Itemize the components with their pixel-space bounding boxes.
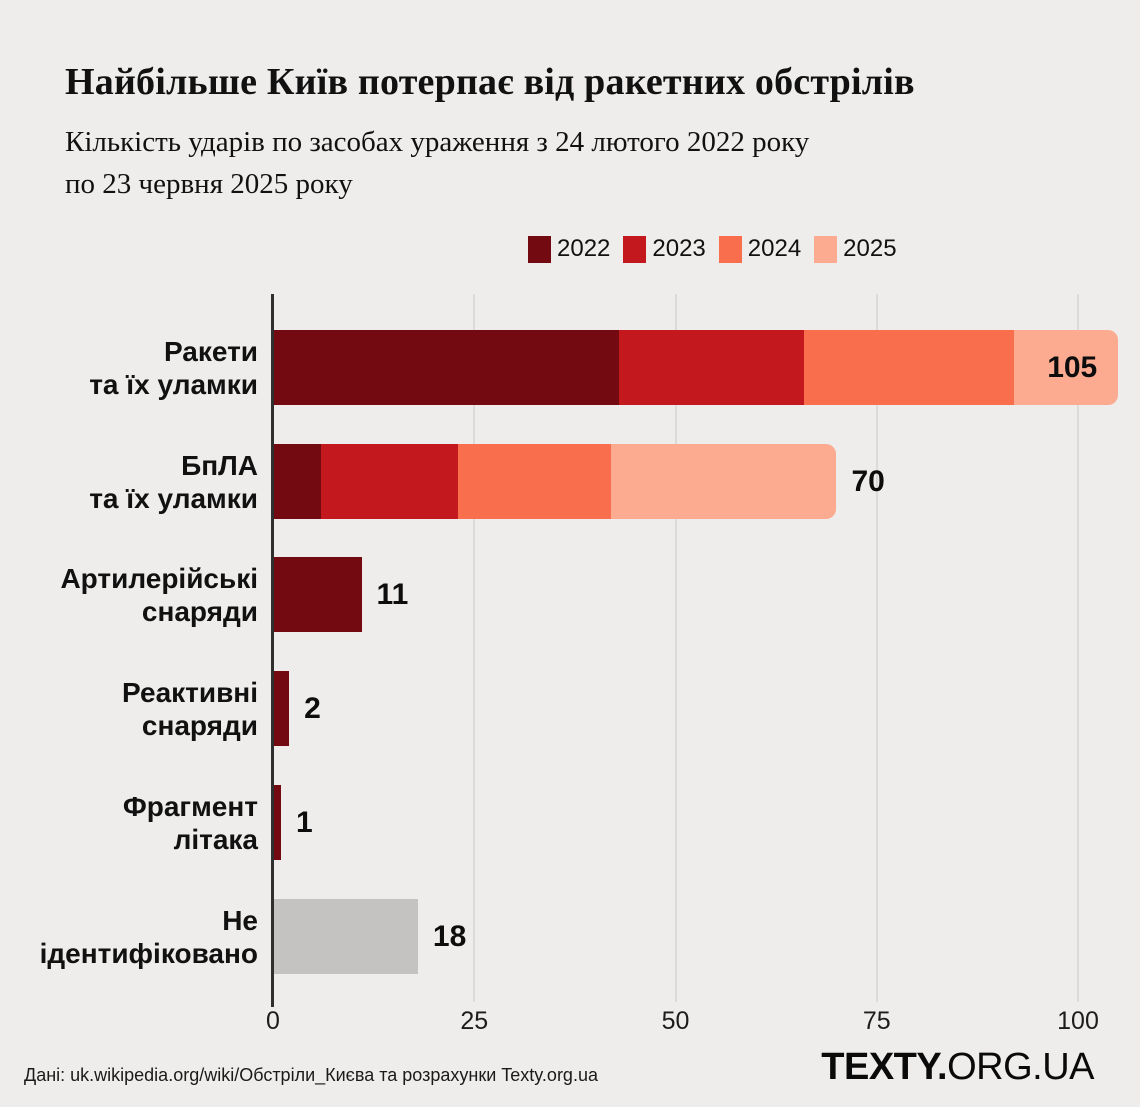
chart-subtitle-line-2: по 23 червня 2025 року xyxy=(65,168,353,201)
legend: 2022 2023 2024 2025 xyxy=(528,235,897,263)
x-tick-label-25: 25 xyxy=(460,1007,489,1035)
texty-logo-light: ORG.UA xyxy=(947,1046,1094,1088)
legend-label: 2025 xyxy=(843,235,897,262)
category-label-3: Реактивні снаряди xyxy=(122,676,258,741)
value-label-4: 1 xyxy=(296,805,313,839)
y-axis-line xyxy=(271,294,274,1007)
legend-swatch-2023 xyxy=(623,235,647,263)
bar-segment-2023 xyxy=(321,444,459,519)
gridline-50 xyxy=(674,294,677,1002)
bar-segment-2024 xyxy=(458,444,612,519)
gridline-100 xyxy=(1077,294,1079,1002)
value-label-2: 11 xyxy=(376,577,409,611)
category-label-4: Фрагмент літака xyxy=(122,790,258,855)
chart-subtitle-line-1: Кількість ударів по засобах ураження з 2… xyxy=(65,126,810,158)
category-label-2: Артилерійські снаряди xyxy=(60,562,258,627)
category-label-0: Ракети та їх уламки xyxy=(89,335,258,400)
legend-item-2025: 2025 xyxy=(814,235,897,263)
legend-label: 2022 xyxy=(557,235,611,262)
category-label-5: Не ідентифіковано xyxy=(39,904,258,969)
bar-segment-2022 xyxy=(273,330,620,405)
bar-segment-2022 xyxy=(273,444,322,519)
legend-item-2024: 2024 xyxy=(718,235,802,263)
gridline-25 xyxy=(473,294,476,1002)
x-tick-label-0: 0 xyxy=(266,1007,280,1035)
legend-item-2022: 2022 xyxy=(528,235,610,263)
gridline-75 xyxy=(875,294,878,1002)
chart-subtitle: Кількість ударів по засобах ураження з 2… xyxy=(65,121,809,205)
legend-label: 2024 xyxy=(747,235,802,262)
texty-logo-bold: TEXTY. xyxy=(821,1046,948,1088)
legend-swatch-2024 xyxy=(718,235,742,263)
value-label-0: 105 xyxy=(1047,350,1098,384)
legend-item-2023: 2023 xyxy=(623,235,706,263)
chart-title: Найбільше Київ потерпає від ракетних обс… xyxy=(65,61,915,103)
texty-logo: TEXTY.ORG.UA xyxy=(821,1046,1094,1089)
bar-segment-2022 xyxy=(273,557,362,632)
bar-segment-2025 xyxy=(1013,330,1119,405)
bar-segment-2022 xyxy=(273,671,290,746)
legend-swatch-2025 xyxy=(814,235,838,263)
category-label-1: БпЛА та їх уламки xyxy=(89,449,258,514)
x-tick-label-50: 50 xyxy=(661,1007,690,1035)
x-tick-label-75: 75 xyxy=(862,1007,891,1035)
source-note: Дані: uk.wikipedia.org/wiki/Обстріли_Киє… xyxy=(24,1065,598,1085)
value-label-3: 2 xyxy=(304,691,321,725)
value-label-1: 70 xyxy=(851,464,885,498)
bar-segment-2022 xyxy=(273,785,282,860)
legend-label: 2023 xyxy=(652,235,706,262)
bar-segment-2025 xyxy=(611,444,837,519)
x-tick-label-100: 100 xyxy=(1057,1007,1099,1035)
value-label-5: 18 xyxy=(432,919,467,953)
legend-swatch-2022 xyxy=(528,235,551,263)
bar-segment-2023 xyxy=(619,330,805,405)
bar-segment-2024 xyxy=(804,330,1014,405)
bar-segment-Не ідентифіковано xyxy=(273,899,418,974)
